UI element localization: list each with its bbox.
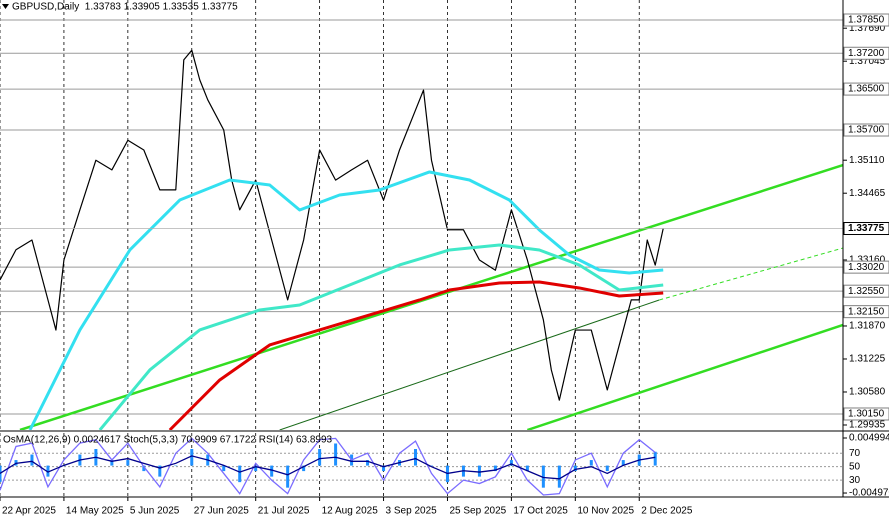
y-tick-label: 1.29935: [849, 420, 886, 431]
x-tick-label: 3 Sep 2025: [386, 506, 438, 517]
osma-bar: [525, 465, 529, 472]
osma-bar: [318, 449, 322, 466]
x-tick-label: 21 Jul 2025: [258, 506, 310, 517]
osma-bar: [573, 465, 577, 472]
x-tick-label: 25 Sep 2025: [449, 506, 506, 517]
level-label: 1.37850: [848, 15, 885, 26]
osma-bar: [174, 465, 178, 467]
osma-bar: [493, 465, 497, 472]
osc-y2-tick-label: -0.004970: [849, 488, 889, 499]
osma-bar: [334, 443, 338, 466]
osma-bar: [30, 454, 34, 466]
osma-bar: [509, 460, 513, 466]
indicator-title: OsMA(12,26,9) 0.0024617 Stoch(5,3,3) 70.…: [3, 435, 333, 446]
level-label-box: [843, 46, 889, 60]
osma-bar: [238, 465, 242, 483]
x-tick-label: 2 Dec 2025: [641, 506, 693, 517]
trendline: [279, 299, 660, 430]
osma-bar: [190, 449, 194, 466]
osma-bar: [0, 465, 2, 483]
osma-bar: [126, 460, 130, 466]
level-label-box: [843, 13, 889, 27]
axes: 22 Apr 2025 14 May 2025 5 Jun 2025 27 Jun 2…: [0, 13, 889, 517]
level-label: 1.37200: [848, 48, 885, 59]
symbol-icon: [2, 4, 9, 9]
level-label-box: [843, 284, 889, 298]
osma-bar: [429, 465, 433, 467]
y-tick-label: 1.34465: [849, 188, 886, 199]
osc-tick-label: 30: [849, 475, 861, 486]
y-tick-label: 1.33160: [849, 255, 886, 266]
osma-bar: [286, 465, 290, 488]
x-tick-label: 17 Oct 2025: [513, 506, 568, 517]
x-tick-label: 14 May 2025: [66, 506, 124, 517]
oscillator-panel: [0, 433, 843, 497]
current-price-label: 1.33775: [848, 223, 885, 234]
trendline: [659, 247, 843, 301]
level-label-box: [843, 123, 889, 137]
osma-bar: [46, 465, 50, 477]
trendline: [526, 323, 843, 430]
level-label: 1.35700: [848, 125, 885, 136]
level-label: 1.32150: [848, 306, 885, 317]
level-label: 1.36500: [848, 84, 885, 95]
osma-bar: [621, 460, 625, 466]
osma-bar: [382, 465, 386, 472]
price-line: [0, 49, 664, 401]
osma-bar: [158, 465, 162, 477]
osma-bar: [222, 465, 226, 472]
level-label-box: [843, 82, 889, 96]
osma-bar: [605, 465, 609, 472]
indicator-line: [0, 437, 656, 496]
osma-bar: [254, 465, 258, 472]
osma-bar: [653, 451, 657, 466]
y-tick-label: 1.37690: [849, 23, 886, 34]
level-label: 1.33020: [848, 262, 885, 273]
x-tick-label: 10 Nov 2025: [577, 506, 634, 517]
current-price-box: [843, 222, 889, 236]
y-tick-label: 1.30580: [849, 387, 886, 398]
x-tick-label: 22 Apr 2025: [2, 506, 56, 517]
osma-bar: [589, 460, 593, 466]
osma-bar: [541, 465, 545, 488]
price-panel: [0, 0, 843, 430]
y-tick-label: 1.31225: [849, 354, 886, 365]
chart-title: GBPUSD,Daily 1.33783 1.33905 1.33535 1.3…: [12, 2, 238, 13]
level-label-box: [843, 260, 889, 274]
osc-tick-label: 50: [849, 461, 861, 472]
x-tick-label: 5 Jun 2025: [130, 506, 180, 517]
y-tick-label: 1.35110: [849, 155, 885, 166]
osma-bar: [414, 449, 418, 466]
level-label-box: [843, 305, 889, 319]
indicator-line: [0, 455, 656, 480]
x-tick-label: 27 Jun 2025: [194, 506, 249, 517]
level-label-box: [843, 407, 889, 421]
x-tick-label: 12 Aug 2025: [322, 506, 379, 517]
osma-bar: [270, 465, 274, 477]
osma-bar: [302, 465, 306, 472]
level-label: 1.32550: [848, 286, 885, 297]
osma-bar: [366, 460, 370, 466]
osc-y2-tick-label: 0.004994: [849, 433, 889, 444]
price-line: [168, 280, 664, 430]
osma-bar: [110, 460, 114, 466]
price-line: [28, 170, 664, 430]
osma-bar: [477, 465, 481, 477]
osc-tick-label: 70: [849, 448, 861, 459]
y-tick-label: 1.37045: [849, 56, 886, 67]
osma-bar: [557, 465, 561, 488]
osma-bar: [142, 465, 146, 472]
price-line: [98, 243, 664, 430]
y-tick-label: 1.31870: [849, 321, 886, 332]
level-label: 1.30150: [848, 409, 885, 420]
